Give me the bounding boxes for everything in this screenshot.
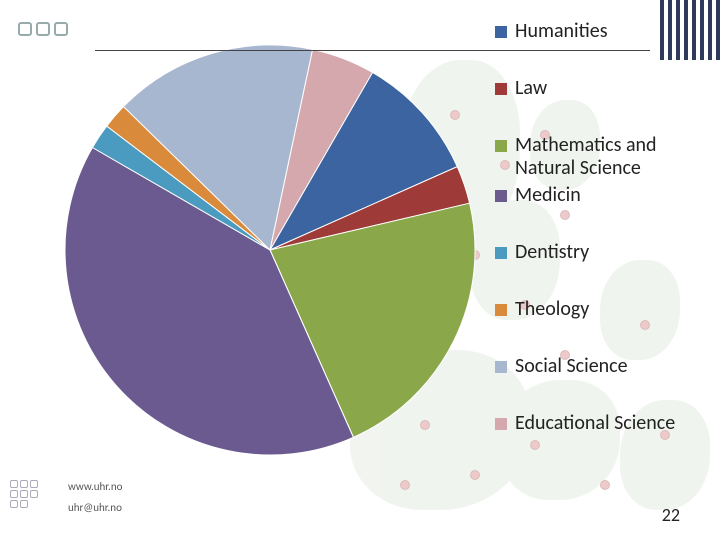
footer-email: uhr@uhr.no bbox=[68, 501, 122, 514]
legend-label: Law bbox=[515, 77, 547, 100]
legend-swatch bbox=[495, 140, 507, 152]
legend-label: Medicin bbox=[515, 184, 581, 207]
logo-icon bbox=[18, 22, 68, 36]
legend-label: Mathematics and Natural Science bbox=[515, 134, 705, 180]
legend-swatch bbox=[495, 304, 507, 316]
page-number: 22 bbox=[662, 504, 680, 526]
legend-item: Humanities bbox=[495, 20, 705, 43]
legend-item: Theology bbox=[495, 298, 705, 321]
legend-swatch bbox=[495, 247, 507, 259]
legend-item: Medicin bbox=[495, 184, 705, 207]
legend-label: Social Science bbox=[515, 355, 628, 378]
legend-swatch bbox=[495, 83, 507, 95]
legend-item: Dentistry bbox=[495, 241, 705, 264]
legend-item: Social Science bbox=[495, 355, 705, 378]
legend-label: Theology bbox=[515, 298, 589, 321]
legend-swatch bbox=[495, 190, 507, 202]
legend-item: Law bbox=[495, 77, 705, 100]
legend: Humanities Law Mathematics and Natural Sci… bbox=[495, 20, 705, 469]
legend-item: Educational Science bbox=[495, 412, 705, 435]
corner-decoration-icon bbox=[10, 480, 38, 510]
legend-label: Educational Science bbox=[515, 412, 675, 435]
legend-item: Mathematics and Natural Science bbox=[495, 134, 705, 180]
legend-swatch bbox=[495, 361, 507, 373]
footer-url: www.uhr.no bbox=[68, 480, 122, 493]
pie-chart bbox=[60, 40, 480, 460]
legend-swatch bbox=[495, 418, 507, 430]
legend-label: Dentistry bbox=[515, 241, 589, 264]
legend-swatch bbox=[495, 26, 507, 38]
legend-label: Humanities bbox=[515, 20, 608, 43]
footer-links: www.uhr.no uhr@uhr.no bbox=[68, 480, 122, 522]
